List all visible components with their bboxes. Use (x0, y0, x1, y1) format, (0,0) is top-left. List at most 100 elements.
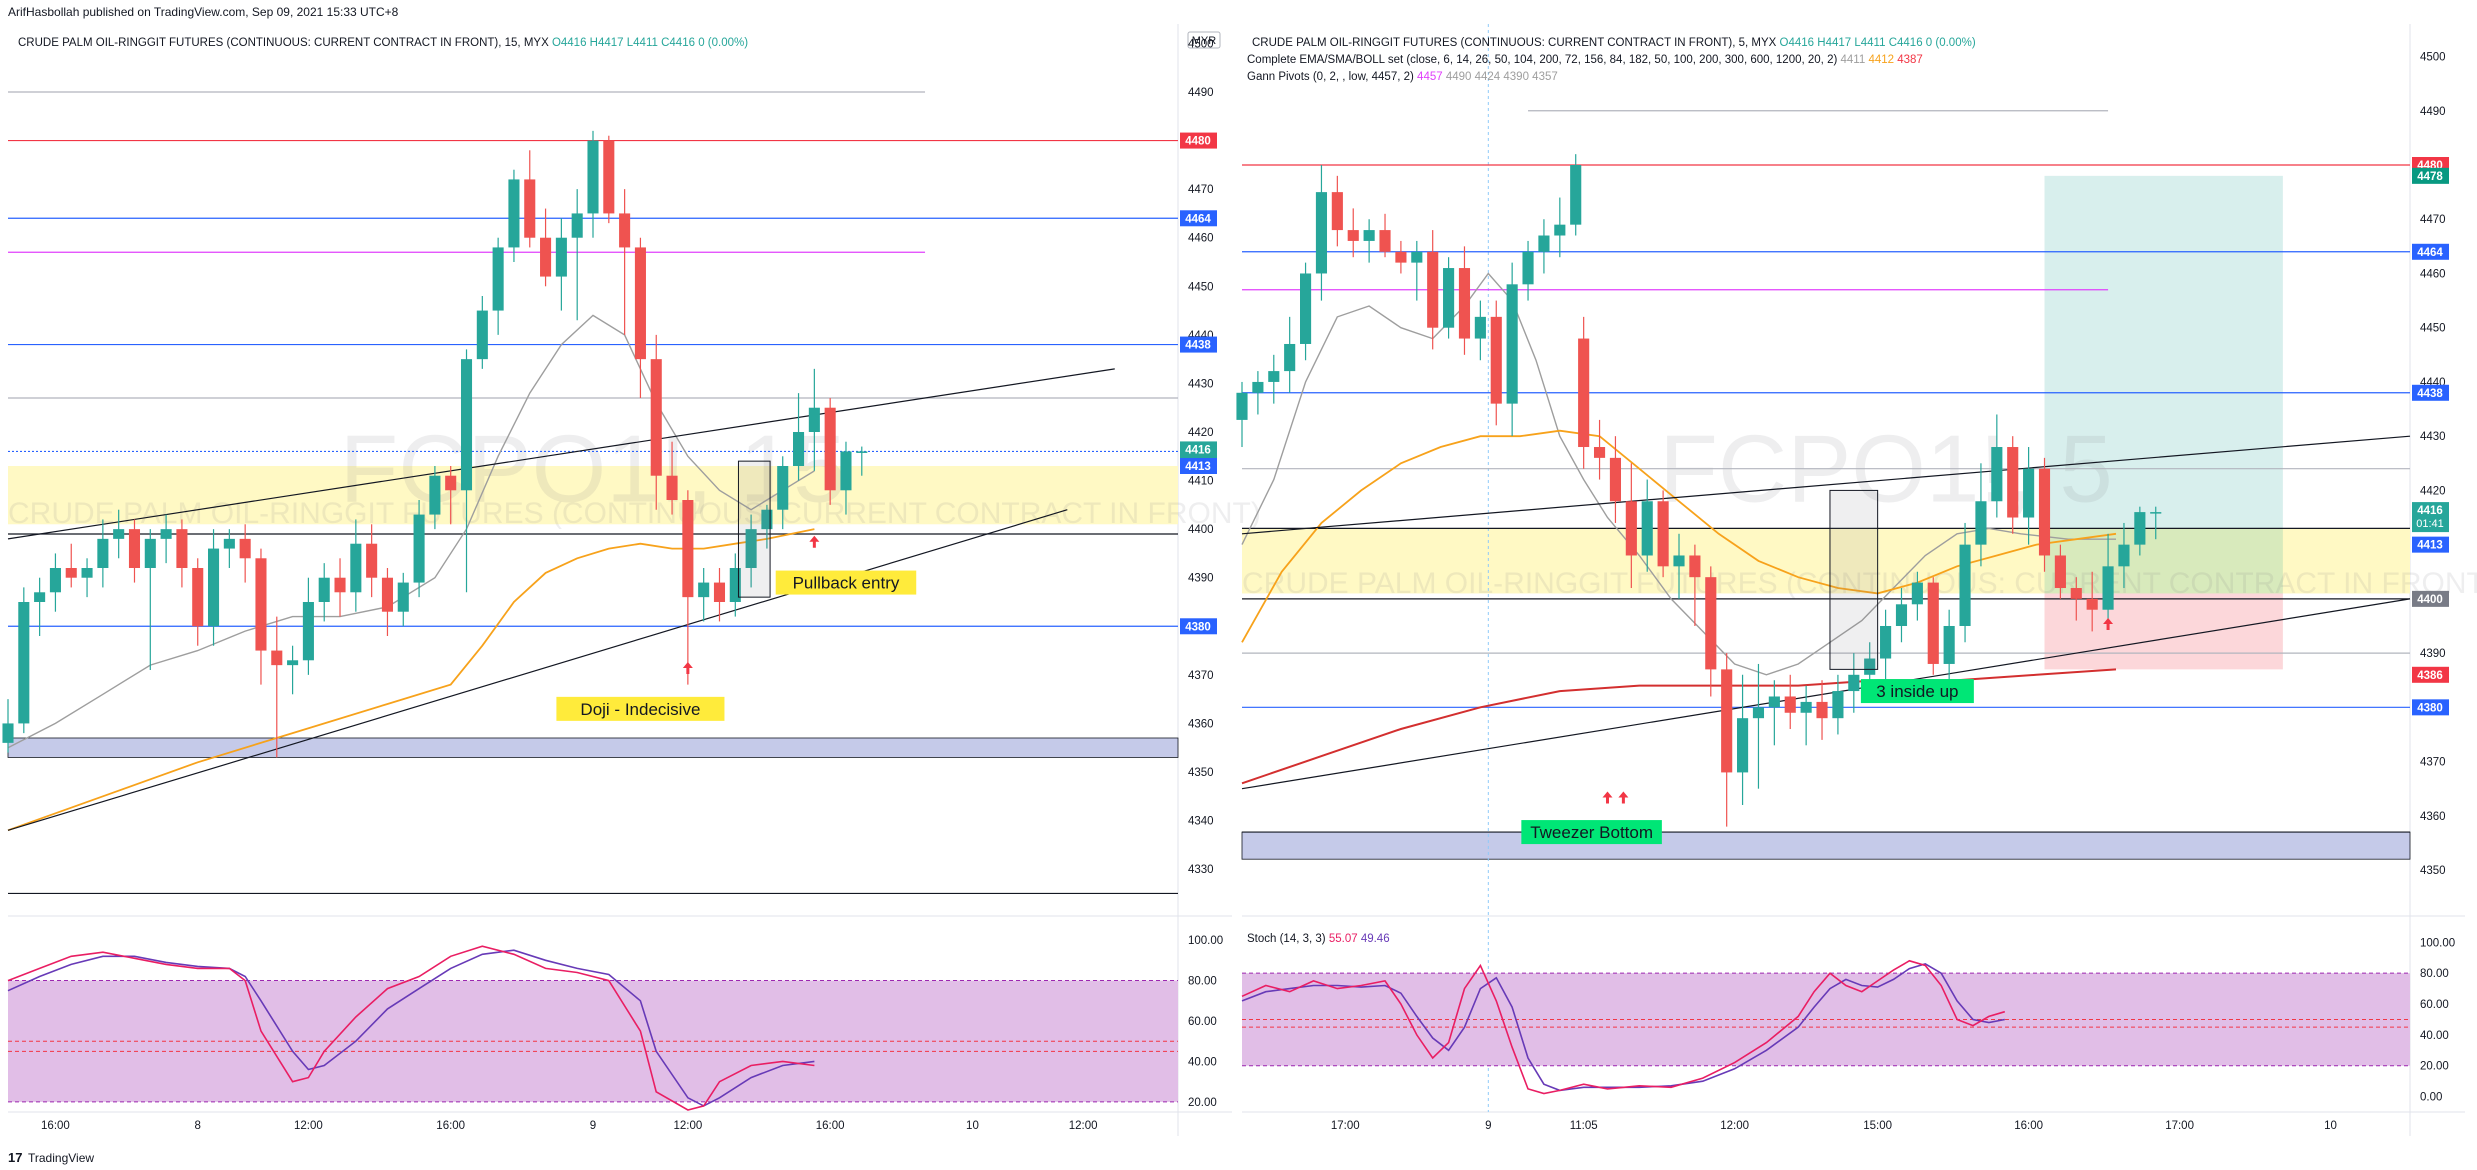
candle (824, 398, 836, 505)
candle (460, 349, 473, 593)
candle (128, 519, 141, 583)
candle-body (1768, 696, 1780, 708)
candle (1363, 219, 1375, 263)
candle-body (587, 140, 599, 214)
candle (1538, 219, 1550, 274)
candle-body (2, 723, 14, 743)
time-tick: 12:00 (294, 1120, 323, 1132)
stoch-tick: 40.00 (1188, 1056, 1217, 1068)
candle-body (366, 543, 378, 578)
candle (1474, 300, 1486, 361)
ema-line-red (1241, 668, 2117, 785)
stoch-tick: 20.00 (1188, 1097, 1217, 1109)
last-price-label (2412, 666, 2449, 683)
annotation-text: 3 inside up (1876, 682, 1958, 701)
price-tick: 4420 (2420, 485, 2446, 497)
candle (1943, 609, 1955, 681)
annotation-label: 3 inside up (1860, 679, 1974, 704)
stoch-tick: 60.00 (1188, 1016, 1217, 1028)
candle (1816, 680, 1828, 740)
candle-body (239, 538, 251, 559)
time-tick: 11:05 (1570, 1120, 1598, 1132)
candle-body (1411, 251, 1423, 263)
candle (729, 553, 741, 617)
tradingview-logo-icon[interactable]: 17 (8, 1150, 23, 1165)
candle-body (508, 179, 520, 248)
time-tick: 12:00 (1069, 1120, 1098, 1132)
candle (18, 587, 30, 734)
price-tick: 4490 (1188, 87, 1214, 99)
candle (682, 490, 694, 685)
time-tick: 16:00 (436, 1120, 465, 1132)
candle (761, 504, 773, 549)
candle-body (1315, 192, 1328, 274)
candle (1641, 479, 1653, 572)
last-price-text: 4416 (1185, 444, 1211, 456)
candle-body (840, 451, 852, 491)
candle-body (555, 237, 567, 277)
candle (1268, 354, 1280, 404)
candle-body (2038, 468, 2051, 556)
candle (271, 616, 283, 758)
candle (1443, 257, 1455, 339)
candle (619, 189, 631, 335)
price-tick: 4400 (1188, 524, 1214, 536)
candle (1411, 240, 1423, 301)
candle (81, 558, 93, 598)
price-level-label-text: 4464 (1185, 213, 1211, 225)
currency-badge (1187, 31, 1221, 49)
candle (397, 572, 409, 627)
price-tick: 4470 (1188, 184, 1214, 196)
candle-body (1300, 273, 1312, 344)
candle (239, 524, 251, 583)
price-tick: 4410 (1188, 476, 1214, 488)
candle (856, 446, 868, 476)
candle (2086, 571, 2098, 632)
candle-body (144, 538, 156, 568)
price-tick: 4430 (2420, 431, 2446, 443)
chart-legend-title: CRUDE PALM OIL-RINGGIT FUTURES (CONTINUO… (18, 37, 748, 49)
candle (1880, 609, 1892, 681)
stoch-d-line (7, 949, 815, 1107)
candle (381, 568, 393, 636)
price-level-label-text: 4464 (2417, 247, 2443, 259)
candle (1570, 154, 1582, 236)
candle-body (1427, 251, 1439, 328)
price-level-label (2412, 699, 2449, 716)
candle-body (492, 247, 504, 311)
candle (1379, 213, 1391, 258)
candle-body (1832, 691, 1844, 719)
candle (1784, 674, 1796, 730)
candle-body (1554, 224, 1566, 236)
candle-body (113, 529, 125, 539)
candle (287, 645, 299, 695)
price-zone (1242, 528, 2410, 594)
candle (302, 577, 314, 675)
candle-body (1474, 316, 1486, 339)
price-level-label (2412, 384, 2449, 401)
last-price-label (2412, 167, 2449, 184)
candle-body (524, 179, 536, 238)
tradingview-brand[interactable]: TradingView (28, 1151, 95, 1165)
last-price-text: 4386 (2417, 670, 2443, 682)
candle (1427, 230, 1439, 350)
stoch-tick: 40.00 (2420, 1030, 2449, 1042)
candle (1911, 571, 1923, 621)
candle-body (745, 529, 757, 568)
price-tick: 4370 (1188, 670, 1214, 682)
candle (1347, 208, 1359, 258)
bar-countdown-text: 01:41 (2416, 518, 2444, 530)
candle-body (1506, 284, 1518, 404)
candle-body (2007, 447, 2019, 518)
price-level-label (2412, 243, 2449, 260)
price-zone (1241, 831, 2411, 860)
candle-body (1689, 555, 1701, 578)
candle-body (1721, 669, 1733, 773)
time-tick: 17:00 (2165, 1120, 2194, 1132)
stoch-tick: 80.00 (2420, 968, 2449, 980)
price-level-label (1180, 132, 1217, 149)
candle-body (1593, 447, 1606, 458)
candle-body (176, 529, 188, 568)
indicator-legend-gann: Gann Pivots (0, 2, , low, 4457, 2) 4457 … (1247, 71, 1558, 83)
